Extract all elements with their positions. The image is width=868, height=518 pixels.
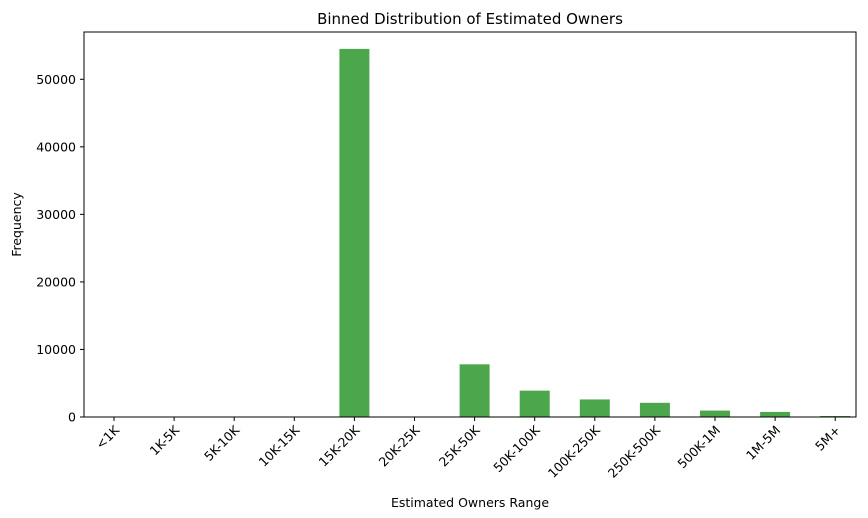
x-tick-label: 10K-15K — [255, 422, 303, 470]
y-tick-label: 20000 — [36, 274, 76, 289]
y-tick-label: 10000 — [36, 342, 76, 357]
x-tick-label: 250K-500K — [605, 422, 664, 481]
x-tick-label: 100K-250K — [545, 422, 604, 481]
bar-50k-100k — [519, 390, 550, 417]
y-axis-label: Frequency — [9, 192, 24, 257]
x-axis-ticks: <1K 1K-5K 5K-10K 10K-15K 15K-20K 20K-25K 25K-5… — [93, 417, 843, 481]
bar-1m-5m — [760, 411, 791, 417]
x-tick-label: 5K-10K — [201, 422, 243, 464]
bars-group — [339, 48, 851, 417]
bar-25k-50k — [459, 364, 490, 417]
y-tick-label: 40000 — [36, 139, 76, 154]
x-tick-label: 25K-50K — [436, 422, 484, 470]
y-tick-label: 30000 — [36, 207, 76, 222]
x-tick-label: 15K-20K — [316, 422, 364, 470]
bar-5m — [820, 415, 851, 417]
x-tick-label: 1K-5K — [147, 422, 183, 458]
y-tick-label: 50000 — [36, 72, 76, 87]
y-axis-ticks: 0 10000 20000 30000 40000 50000 — [36, 72, 84, 425]
bar-15k-20k — [339, 48, 370, 417]
x-tick-label: 50K-100K — [490, 422, 543, 475]
bar-100k-250k — [579, 399, 610, 417]
bar-500k-1m — [700, 410, 730, 417]
bar-250k-500k — [639, 402, 670, 417]
chart-title: Binned Distribution of Estimated Owners — [317, 10, 623, 28]
x-tick-label: 1M-5M — [743, 423, 783, 463]
x-axis-label: Estimated Owners Range — [391, 495, 549, 510]
x-tick-label: <1K — [93, 422, 123, 452]
x-tick-label: 5M+ — [812, 423, 843, 454]
plot-frame — [83, 31, 857, 418]
x-tick-label: 20K-25K — [376, 422, 424, 470]
x-tick-label: 500K-1M — [674, 423, 723, 472]
y-tick-label: 0 — [68, 410, 76, 425]
